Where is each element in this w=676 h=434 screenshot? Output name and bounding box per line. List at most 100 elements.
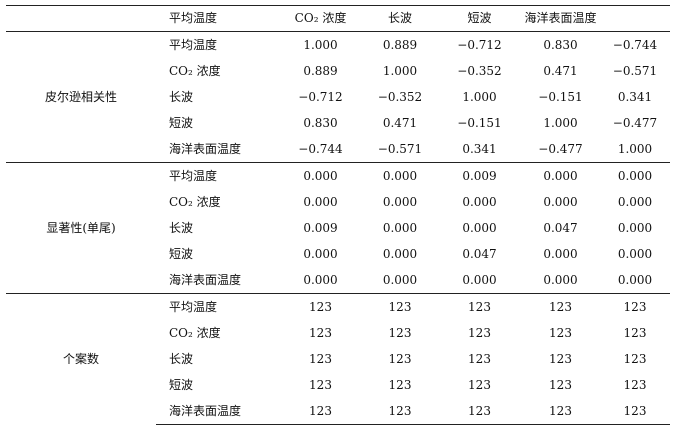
group-label: 个案数 — [6, 293, 156, 425]
table-row: CO₂ 浓度 123 123 123 123 123 — [6, 320, 670, 346]
value-cell: 0.000 — [462, 195, 497, 209]
value-cell: 0.000 — [462, 221, 497, 235]
value-cell: 0.000 — [600, 162, 670, 189]
value-cell: 123 — [549, 352, 572, 366]
table-row: 海洋表面温度 −0.744 −0.571 0.341 −0.477 1.000 — [6, 136, 670, 163]
value-cell: 123 — [600, 398, 670, 425]
value-cell: 0.000 — [543, 273, 578, 287]
table-row: 显著性(单尾) 平均温度 0.000 0.000 0.009 0.000 0.000 — [6, 162, 670, 294]
variable-label: CO₂ 浓度 — [169, 326, 221, 340]
variable-label: 海洋表面温度 — [169, 273, 242, 287]
value-cell: 123 — [388, 326, 412, 340]
group-label: 皮尔逊相关性 — [44, 90, 117, 104]
value-cell: 1.000 — [382, 64, 418, 78]
value-cell: 123 — [309, 352, 332, 366]
value-cell: 123 — [388, 352, 412, 366]
value-cell: 0.009 — [438, 162, 521, 189]
value-cell: 123 — [468, 326, 491, 340]
value-cell: −0.571 — [612, 64, 658, 78]
variable-label: 海洋表面温度 — [156, 398, 279, 425]
group-label: 显著性(单尾) — [6, 162, 156, 294]
value-cell: −0.712 — [298, 90, 343, 104]
header-col: 短波 — [438, 5, 521, 32]
table-row: 长波 −0.712 −0.352 1.000 −0.151 0.341 — [6, 84, 670, 110]
value-cell: 123 — [362, 293, 438, 320]
value-cell: 1.000 — [543, 116, 578, 130]
table-body: 皮尔逊相关性 平均温度 1.000 0.889 −0.712 0.830 −0.744 CO₂… — [6, 32, 670, 425]
table-row: 海洋表面温度 0.000 0.000 0.000 0.000 0.000 — [6, 267, 670, 294]
correlation-table: 平均温度 CO₂ 浓度 长波 短波 海洋表面温度 皮尔逊相关性 平均温度 1.000… — [6, 5, 670, 425]
value-cell: 123 — [388, 378, 412, 392]
value-cell: 123 — [279, 398, 362, 425]
variable-label: CO₂ 浓度 — [169, 64, 221, 78]
variable-label: 短波 — [169, 116, 194, 130]
header-corner — [6, 5, 156, 32]
table-row: CO₂ 浓度 0.889 1.000 −0.352 0.471 −0.571 — [6, 58, 670, 84]
value-cell: 0.471 — [543, 64, 578, 78]
value-cell: 123 — [438, 398, 521, 425]
value-cell: 1.000 — [617, 142, 653, 156]
value-cell: 0.000 — [462, 273, 497, 287]
value-cell: −0.477 — [612, 116, 658, 130]
value-cell: −0.712 — [457, 38, 502, 52]
value-cell: 0.000 — [617, 195, 653, 209]
variable-label: 长波 — [169, 90, 194, 104]
value-cell: 123 — [521, 293, 600, 320]
variable-label: 短波 — [169, 378, 194, 392]
value-cell: 123 — [438, 293, 521, 320]
variable-label: 海洋表面温度 — [169, 142, 242, 156]
value-cell: 123 — [362, 398, 438, 425]
value-cell: −0.477 — [538, 142, 583, 156]
value-cell: 0.000 — [303, 195, 338, 209]
value-cell: 0.000 — [543, 247, 578, 261]
value-cell: −0.571 — [377, 142, 423, 156]
table-row: 皮尔逊相关性 平均温度 1.000 0.889 −0.712 0.830 −0.744 — [6, 32, 670, 104]
value-cell: 0.000 — [382, 195, 418, 209]
header-row: 平均温度 CO₂ 浓度 长波 短波 海洋表面温度 — [6, 5, 670, 32]
value-cell: 123 — [468, 352, 491, 366]
value-cell: 1.000 — [462, 90, 497, 104]
value-cell: −0.151 — [538, 90, 583, 104]
table-row: 长波 123 123 123 123 123 — [6, 346, 670, 372]
value-cell: 123 — [309, 326, 332, 340]
variable-label: 平均温度 — [156, 293, 279, 320]
header-col: CO₂ 浓度 — [279, 5, 362, 32]
value-cell: 0.830 — [303, 116, 338, 130]
value-cell: 0.889 — [303, 64, 338, 78]
variable-label: 短波 — [169, 247, 194, 261]
value-cell: 0.000 — [303, 273, 338, 287]
value-cell: 0.009 — [303, 221, 338, 235]
value-cell: 123 — [279, 293, 362, 320]
value-cell: 0.889 — [382, 38, 418, 52]
value-cell: 0.000 — [521, 162, 600, 189]
value-cell: 0.471 — [382, 116, 418, 130]
value-cell: 0.000 — [617, 247, 653, 261]
value-cell: 123 — [623, 352, 647, 366]
value-cell: −0.151 — [457, 116, 502, 130]
table-row: 短波 0.000 0.000 0.047 0.000 0.000 — [6, 241, 670, 267]
header-col — [600, 5, 670, 32]
value-cell: −0.744 — [612, 38, 658, 52]
value-cell: 0.000 — [303, 247, 338, 261]
table-row: 海洋表面温度 123 123 123 123 123 — [6, 398, 670, 425]
value-cell: 0.000 — [617, 273, 653, 287]
value-cell: 123 — [549, 326, 572, 340]
value-cell: 123 — [309, 378, 332, 392]
value-cell: 123 — [600, 293, 670, 320]
value-cell: 0.830 — [543, 38, 578, 52]
variable-label: 平均温度 — [156, 162, 279, 189]
value-cell: −0.352 — [457, 64, 502, 78]
table-row: 个案数 平均温度 123 123 123 123 123 — [6, 293, 670, 425]
value-cell: 123 — [549, 378, 572, 392]
value-cell: 123 — [623, 326, 647, 340]
header-col: 长波 — [362, 5, 438, 32]
value-cell: 123 — [468, 378, 491, 392]
variable-label: 平均温度 — [169, 38, 218, 52]
value-cell: 0.341 — [617, 90, 653, 104]
value-cell: 0.000 — [617, 221, 653, 235]
value-cell: 0.047 — [462, 247, 497, 261]
value-cell: 0.047 — [543, 221, 578, 235]
value-cell: 0.000 — [543, 195, 578, 209]
value-cell: 0.000 — [362, 162, 438, 189]
